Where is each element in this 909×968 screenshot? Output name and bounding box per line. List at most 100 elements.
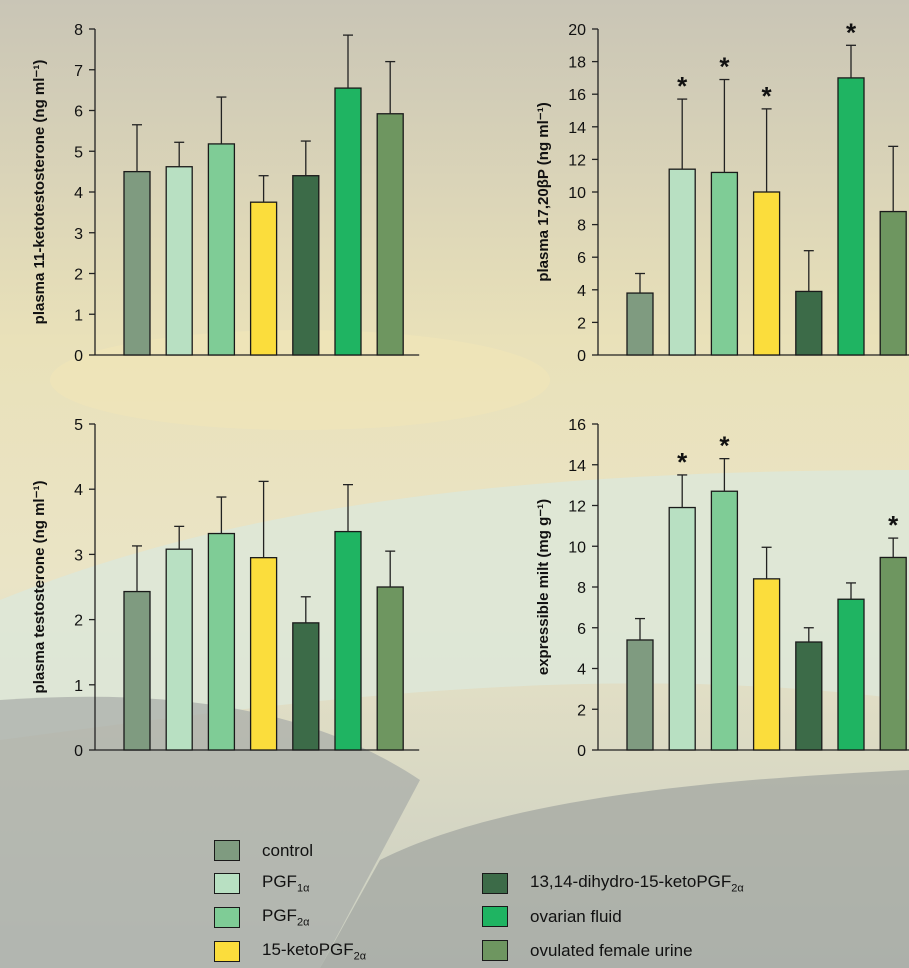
legend-swatch xyxy=(482,940,508,961)
y-tick-label: 7 xyxy=(74,63,83,80)
y-tick-label: 4 xyxy=(577,662,586,679)
bar xyxy=(626,292,654,356)
bar xyxy=(710,171,739,356)
y-tick-label: 6 xyxy=(74,104,83,121)
bar xyxy=(165,548,193,751)
y-tick-label: 8 xyxy=(74,22,83,39)
significance-asterisk: * xyxy=(719,431,730,461)
y-tick-label: 0 xyxy=(577,348,586,365)
y-tick-label: 0 xyxy=(74,743,83,760)
y-tick-label: 3 xyxy=(74,226,83,243)
y-tick-label: 14 xyxy=(568,120,586,137)
y-tick-label: 4 xyxy=(74,185,83,202)
legend-swatch xyxy=(214,940,240,962)
significance-asterisk: * xyxy=(719,52,730,82)
legend-item: 13,14-dihydro-15-ketoPGF2α xyxy=(482,872,744,894)
legend-item: 15-ketoPGF2α xyxy=(214,940,366,962)
chart-panel-4: 0 2 4 6 8 10 12 14 16 expressible milt (mg g⁻¹) * *… xyxy=(535,417,909,760)
y-axis-label: plasma testosterone (ng ml⁻¹) xyxy=(31,481,48,694)
y-tick-label: 10 xyxy=(568,185,586,202)
bar xyxy=(752,578,781,751)
bar xyxy=(123,590,151,751)
y-tick-label: 12 xyxy=(568,499,586,516)
significance-asterisk: * xyxy=(762,81,773,111)
y-tick-label: 0 xyxy=(577,743,586,760)
bar xyxy=(626,639,654,751)
legend-label: PGF2α xyxy=(262,906,310,929)
y-axis-label: expressible milt (mg g⁻¹) xyxy=(535,499,552,675)
legend-swatch xyxy=(214,840,240,861)
legend-label: 15-ketoPGF2α xyxy=(262,940,367,963)
y-tick-label: 3 xyxy=(74,547,83,564)
legend-swatch xyxy=(214,872,240,894)
y-tick-label: 5 xyxy=(74,417,83,434)
y-axis-label: plasma 17,20βP (ng ml⁻¹) xyxy=(535,102,552,281)
y-tick-label: 12 xyxy=(568,152,586,169)
legend-swatch xyxy=(482,906,508,927)
y-tick-label: 8 xyxy=(577,580,586,597)
legend-label: ovarian fluid xyxy=(530,906,622,926)
legend-label: ovulated female urine xyxy=(530,940,693,960)
bar xyxy=(207,143,236,356)
bar xyxy=(123,170,151,356)
significance-asterisk: * xyxy=(677,447,688,477)
y-tick-label: 16 xyxy=(568,417,586,434)
legend-label: 13,14-dihydro-15-ketoPGF2α xyxy=(530,872,744,895)
bar xyxy=(249,557,278,751)
y-tick-label: 18 xyxy=(568,55,586,72)
bar xyxy=(710,490,739,751)
significance-asterisk: * xyxy=(888,510,899,540)
bar xyxy=(668,168,696,356)
bar xyxy=(334,87,362,356)
y-tick-label: 10 xyxy=(568,539,586,556)
bar xyxy=(837,598,865,751)
chart-panel-1: 0 1 2 3 4 5 6 7 8 plasma 11-ketotestosterone (ng … xyxy=(31,22,420,365)
bar xyxy=(668,506,696,751)
bar xyxy=(376,113,404,356)
legend: control PGF1α PGF2α 15-ketoPGF2α 13,14-dihyd… xyxy=(214,832,854,968)
bar xyxy=(165,166,193,356)
bar xyxy=(879,556,907,751)
bar xyxy=(292,622,320,751)
y-tick-label: 14 xyxy=(568,458,586,475)
y-tick-label: 2 xyxy=(74,613,83,630)
y-tick-label: 1 xyxy=(74,307,83,324)
y-tick-label: 20 xyxy=(568,22,586,39)
legend-item: PGF1α xyxy=(214,872,309,894)
y-tick-label: 4 xyxy=(74,482,83,499)
legend-label: control xyxy=(262,840,314,860)
bar xyxy=(249,201,278,356)
y-tick-label: 2 xyxy=(577,702,586,719)
legend-item: control xyxy=(214,840,313,861)
legend-item: ovulated female urine xyxy=(482,940,693,961)
legend-item: ovarian fluid xyxy=(482,906,622,927)
bar xyxy=(879,210,907,356)
bar xyxy=(334,530,362,751)
legend-swatch xyxy=(214,906,240,928)
y-tick-label: 2 xyxy=(577,315,586,332)
bar xyxy=(795,641,823,751)
bar xyxy=(837,77,865,356)
legend-label: PGF1α xyxy=(262,872,310,895)
significance-asterisk: * xyxy=(677,71,688,101)
y-axis-label: plasma 11-ketotestosterone (ng ml⁻¹) xyxy=(31,60,48,325)
y-tick-label: 4 xyxy=(577,283,586,300)
bar xyxy=(207,532,236,751)
y-tick-label: 2 xyxy=(74,267,83,284)
chart-panel-2: 0 2 4 6 8 10 12 14 16 18 20 plasma 17,20βP (ng ml⁻¹… xyxy=(535,17,909,365)
y-tick-label: 8 xyxy=(577,218,586,235)
bar xyxy=(292,175,320,356)
y-tick-label: 1 xyxy=(74,678,83,695)
y-tick-label: 16 xyxy=(568,87,586,104)
y-tick-label: 5 xyxy=(74,144,83,161)
bar xyxy=(795,290,823,356)
y-tick-label: 0 xyxy=(74,348,83,365)
bar xyxy=(752,191,781,356)
bar xyxy=(376,586,404,751)
chart-panel-3: 0 1 2 3 4 5 plasma testosterone (ng ml⁻¹) xyxy=(31,417,420,760)
significance-asterisk: * xyxy=(846,17,857,47)
legend-item: PGF2α xyxy=(214,906,309,928)
legend-swatch xyxy=(482,872,508,894)
y-tick-label: 6 xyxy=(577,250,586,267)
